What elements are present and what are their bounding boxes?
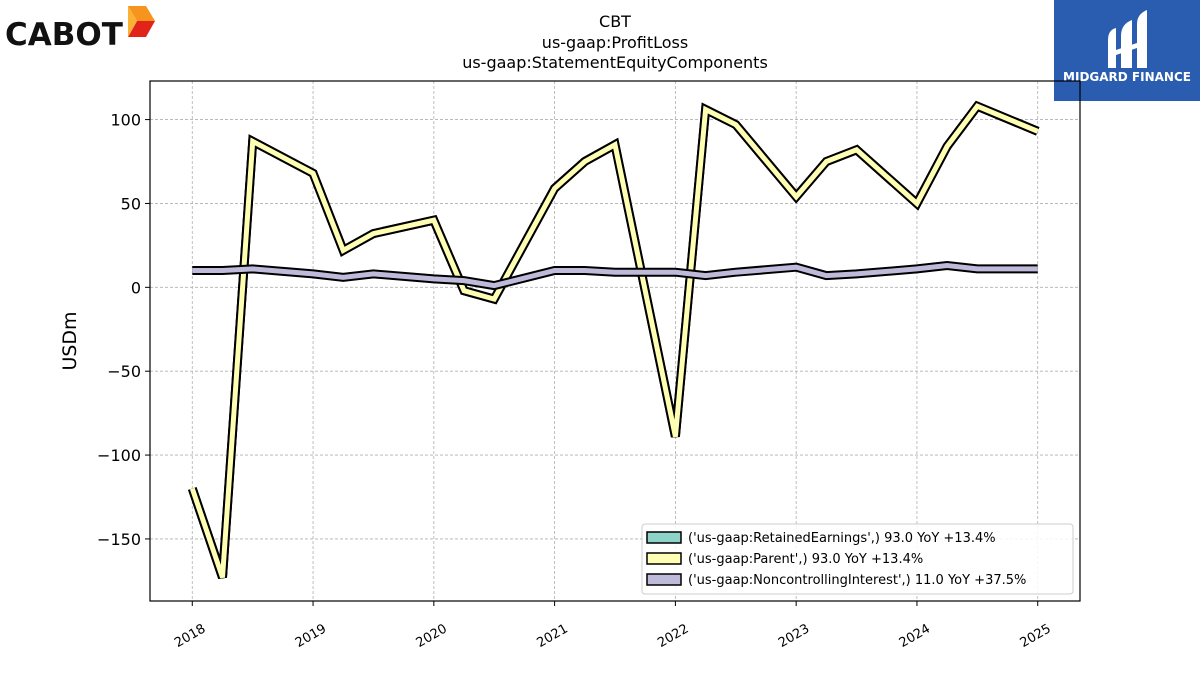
legend-label: ('us-gaap:NoncontrollingInterest',) 11.0… (688, 573, 1026, 588)
legend-item-1: ('us-gaap:Parent',) 93.0 YoY +13.4% (646, 552, 923, 567)
plot-frame (149, 80, 1081, 602)
legend-swatch (646, 573, 682, 586)
cabot-logo-text: CABOT (5, 17, 123, 53)
legend-item-0: ('us-gaap:RetainedEarnings',) 93.0 YoY +… (646, 531, 996, 546)
series-line-2 (192, 260, 1038, 291)
series-line-fill (189, 103, 1039, 579)
x-tick-label: 2020 (414, 621, 450, 651)
x-tick-label: 2019 (293, 621, 329, 651)
x-tick-label: 2018 (172, 621, 208, 651)
y-axis: 100 50 0 −50 −100 −150 (97, 111, 150, 549)
chart-title-line-2: us-gaap:ProfitLoss (542, 33, 688, 52)
legend-swatch (646, 531, 682, 544)
x-tick-label: 2022 (655, 621, 691, 651)
series-line-fill (192, 262, 1038, 289)
series-layer (188, 100, 1040, 579)
chart-title-line-3: us-gaap:StatementEquityComponents (462, 53, 768, 72)
x-tick-label: 2021 (534, 621, 570, 651)
x-axis: 2018 2019 2020 2021 2022 2023 2024 2025 (172, 601, 1054, 651)
y-tick-label: 0 (131, 278, 141, 297)
legend-box (641, 523, 1074, 595)
x-tick-label: 2025 (1018, 621, 1054, 651)
series-line-outline (188, 100, 1040, 579)
y-axis-label: USDm (59, 311, 81, 370)
y-tick-label: −100 (97, 446, 141, 465)
y-tick-label: 50 (121, 194, 141, 213)
y-tick-label: 100 (110, 111, 141, 130)
legend: ('us-gaap:RetainedEarnings',) 93.0 YoY +… (641, 523, 1074, 595)
legend-swatch (646, 552, 682, 565)
y-tick-label: −50 (107, 362, 141, 381)
cabot-logo-mark-icon (128, 6, 155, 37)
chart-title-line-1: CBT (599, 12, 631, 31)
series-line-1 (188, 100, 1040, 579)
chart-title: CBT us-gaap:ProfitLoss us-gaap:Statement… (462, 12, 768, 72)
legend-item-2: ('us-gaap:NoncontrollingInterest',) 11.0… (646, 573, 1026, 588)
cabot-logo: CABOT (5, 6, 155, 53)
x-tick-label: 2024 (897, 621, 933, 651)
midgard-logo-mark-icon (1108, 10, 1147, 68)
legend-label: ('us-gaap:RetainedEarnings',) 93.0 YoY +… (688, 531, 996, 546)
grid (150, 81, 1080, 601)
y-tick-label: −150 (97, 530, 141, 549)
midgard-finance-logo: MIDGARD FINANCE (1054, 0, 1200, 101)
x-tick-label: 2023 (776, 621, 812, 651)
legend-label: ('us-gaap:Parent',) 93.0 YoY +13.4% (688, 552, 923, 567)
midgard-logo-text: MIDGARD FINANCE (1063, 70, 1191, 84)
